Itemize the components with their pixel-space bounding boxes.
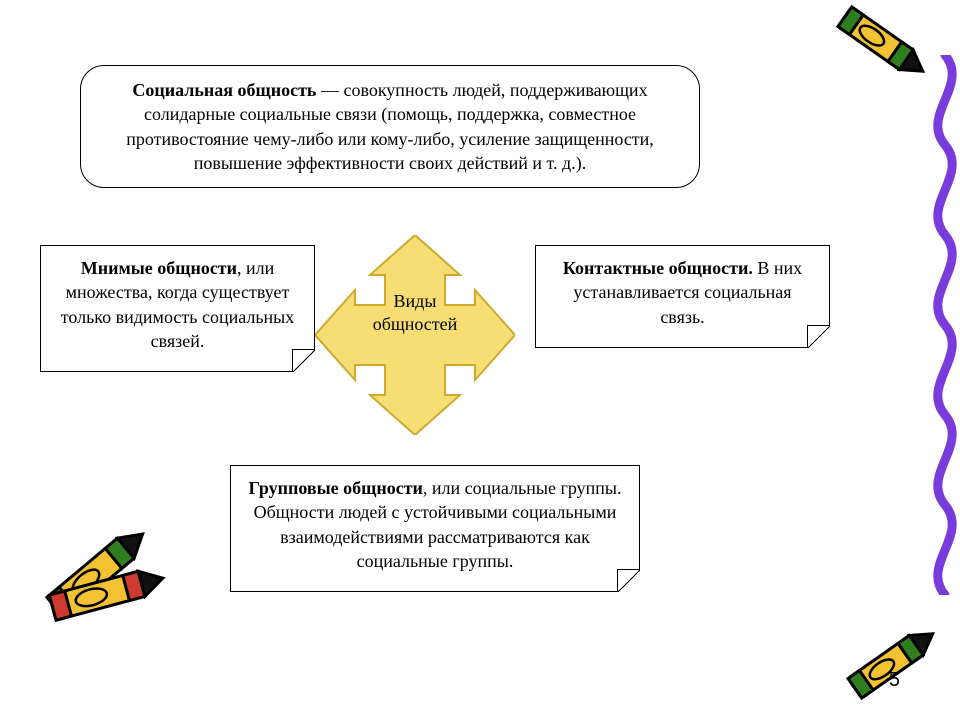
- definition-box: Социальная общность — совокупность людей…: [80, 65, 700, 188]
- squiggle-decoration: [915, 55, 960, 595]
- note-contact-title: Контактные общности.: [563, 258, 753, 278]
- crayon-icon: [820, 0, 940, 100]
- hub-label-line2: общностей: [373, 314, 458, 334]
- note-group: Групповые общности, или социальные групп…: [230, 465, 640, 592]
- arrow-hub: Виды общностей: [315, 235, 515, 435]
- arrow-shape: [315, 235, 515, 435]
- note-contact: Контактные общности. В них устанавливает…: [535, 245, 830, 348]
- hub-label: Виды общностей: [315, 290, 515, 335]
- definition-term: Социальная общность: [132, 80, 316, 100]
- crayon-icon: [830, 605, 950, 715]
- note-imaginary: Мнимые общности, или множества, когда су…: [40, 245, 315, 372]
- hub-label-line1: Виды: [394, 291, 437, 311]
- note-group-title: Групповые общности: [249, 478, 423, 498]
- note-imaginary-title: Мнимые общности: [81, 258, 237, 278]
- page-number: 5: [889, 669, 900, 692]
- crayons-pair-icon: [25, 500, 175, 650]
